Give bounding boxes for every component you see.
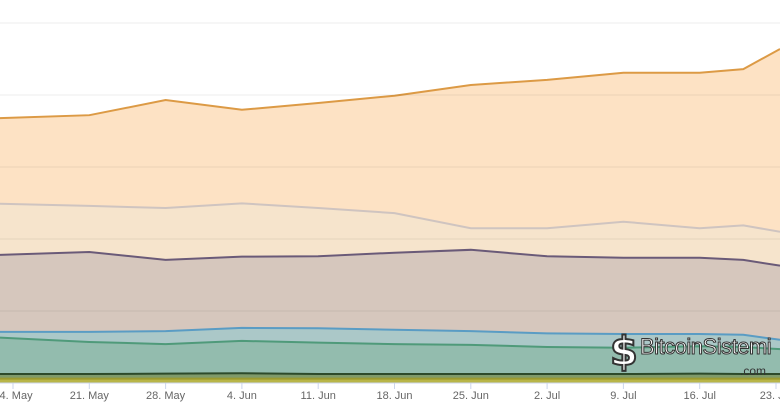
line-series-5 <box>0 248 780 267</box>
x-tick-label: 16. Jul <box>683 390 715 402</box>
bitcoin-logo-icon: $ <box>609 329 639 375</box>
x-tick-label: 23. Jul <box>760 390 780 402</box>
area-series-1 <box>0 378 780 383</box>
x-tick-label: 11. Jun <box>301 390 336 402</box>
area-series-3 <box>0 337 780 383</box>
watermark-logo: $ BitcoinSistemi .com <box>609 329 780 380</box>
x-tick-label: 21. May <box>70 390 110 402</box>
line-series-2 <box>0 372 780 376</box>
x-tick-label: 14. May <box>0 390 33 402</box>
watermark-name: BitcoinSistemi <box>639 334 772 360</box>
line-series-4 <box>0 326 780 341</box>
x-tick-label: 28. May <box>146 390 186 402</box>
x-tick-label: 4. Jun <box>227 390 257 402</box>
line-series-3 <box>0 336 780 351</box>
watermark-suffix: .com <box>740 364 767 378</box>
line-series-7 <box>0 48 780 120</box>
line-series-6 <box>0 202 780 233</box>
x-tick-label: 25. Jun <box>453 390 489 402</box>
x-tick-label: 18. Jun <box>376 390 412 402</box>
x-tick-label: 9. Jul <box>610 390 636 402</box>
x-tick-label: 2. Jul <box>534 390 560 402</box>
